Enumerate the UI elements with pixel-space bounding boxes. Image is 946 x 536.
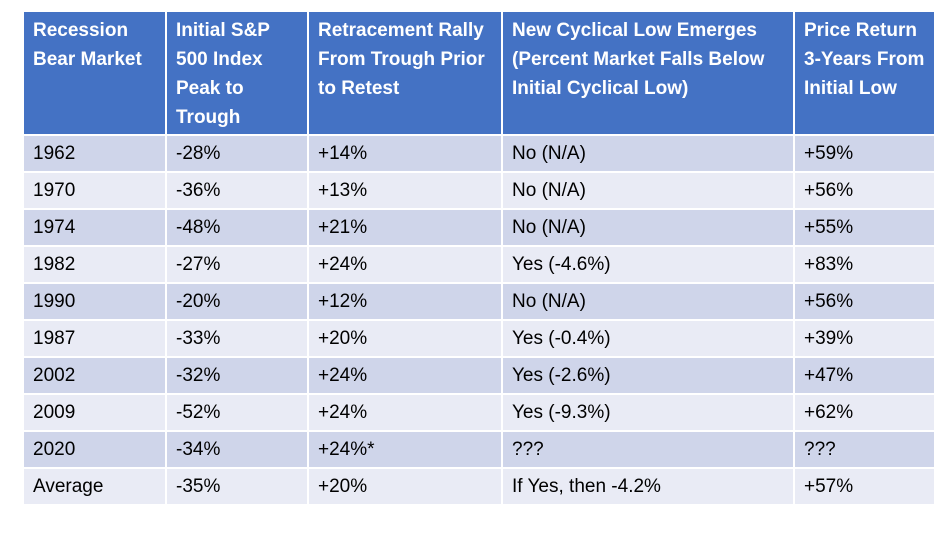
table-cell: ??? [793,430,936,469]
table-row: 2002 -32% +24% Yes (-2.6%) +47% [22,356,936,395]
table-cell: +55% [793,208,936,247]
header-row: Recession Bear Market Initial S&P 500 Ind… [22,10,936,136]
table-cell: Yes (-2.6%) [501,356,795,395]
table-cell: +62% [793,393,936,432]
table-cell: 2009 [22,393,167,432]
table-cell: 1970 [22,171,167,210]
table-row: Average -35% +20% If Yes, then -4.2% +57% [22,467,936,506]
table-row: 1962 -28% +14% No (N/A) +59% [22,134,936,173]
table-cell: -36% [165,171,309,210]
table-cell: +24%* [307,430,503,469]
table-cell: -33% [165,319,309,358]
table-cell: +13% [307,171,503,210]
table-cell: -34% [165,430,309,469]
table-cell: Yes (-0.4%) [501,319,795,358]
table-cell: 2002 [22,356,167,395]
table-cell: If Yes, then -4.2% [501,467,795,506]
table-cell: +56% [793,171,936,210]
table-cell: Average [22,467,167,506]
table-cell: -20% [165,282,309,321]
table-cell: +14% [307,134,503,173]
table-row: 1990 -20% +12% No (N/A) +56% [22,282,936,321]
table-cell: ??? [501,430,795,469]
table-cell: No (N/A) [501,134,795,173]
table-cell: 1987 [22,319,167,358]
table-cell: +24% [307,356,503,395]
table-cell: +20% [307,467,503,506]
table-cell: -48% [165,208,309,247]
table-cell: -28% [165,134,309,173]
table-cell: +24% [307,393,503,432]
table-cell: Yes (-9.3%) [501,393,795,432]
table-cell: +12% [307,282,503,321]
table-cell: 2020 [22,430,167,469]
table-cell: +59% [793,134,936,173]
table-row: 1987 -33% +20% Yes (-0.4%) +39% [22,319,936,358]
table-cell: -35% [165,467,309,506]
table-cell: No (N/A) [501,208,795,247]
table-cell: 1974 [22,208,167,247]
header-cell: New Cyclical Low Emerges (Percent Market… [501,10,795,136]
table-cell: No (N/A) [501,171,795,210]
table-cell: +47% [793,356,936,395]
table-cell: No (N/A) [501,282,795,321]
header-cell: Initial S&P 500 Index Peak to Trough [165,10,309,136]
table-cell: -32% [165,356,309,395]
table-body: 1962 -28% +14% No (N/A) +59% 1970 -36% +13% No (… [22,134,936,506]
table-row: 1982 -27% +24% Yes (-4.6%) +83% [22,245,936,284]
table-cell: -52% [165,393,309,432]
table-row: 2020 -34% +24%*?????? [22,430,936,469]
table-cell: Yes (-4.6%) [501,245,795,284]
table-cell: +24% [307,245,503,284]
data-table: Recession Bear Market Initial S&P 500 Ind… [22,10,936,506]
table-row: 1974 -48% +21% No (N/A) +55% [22,208,936,247]
table-row: 1970 -36% +13% No (N/A) +56% [22,171,936,210]
table-cell: +20% [307,319,503,358]
table-cell: -27% [165,245,309,284]
table-row: 2009 -52% +24% Yes (-9.3%) +62% [22,393,936,432]
header-cell: Price Return 3-Years From Initial Low [793,10,936,136]
header-cell: Retracement Rally From Trough Prior to R… [307,10,503,136]
header-cell: Recession Bear Market [22,10,167,136]
table-cell: +56% [793,282,936,321]
table-cell: 1990 [22,282,167,321]
table-cell: +57% [793,467,936,506]
table-cell: +83% [793,245,936,284]
table-cell: 1962 [22,134,167,173]
table-cell: +39% [793,319,936,358]
table-cell: 1982 [22,245,167,284]
table-cell: +21% [307,208,503,247]
